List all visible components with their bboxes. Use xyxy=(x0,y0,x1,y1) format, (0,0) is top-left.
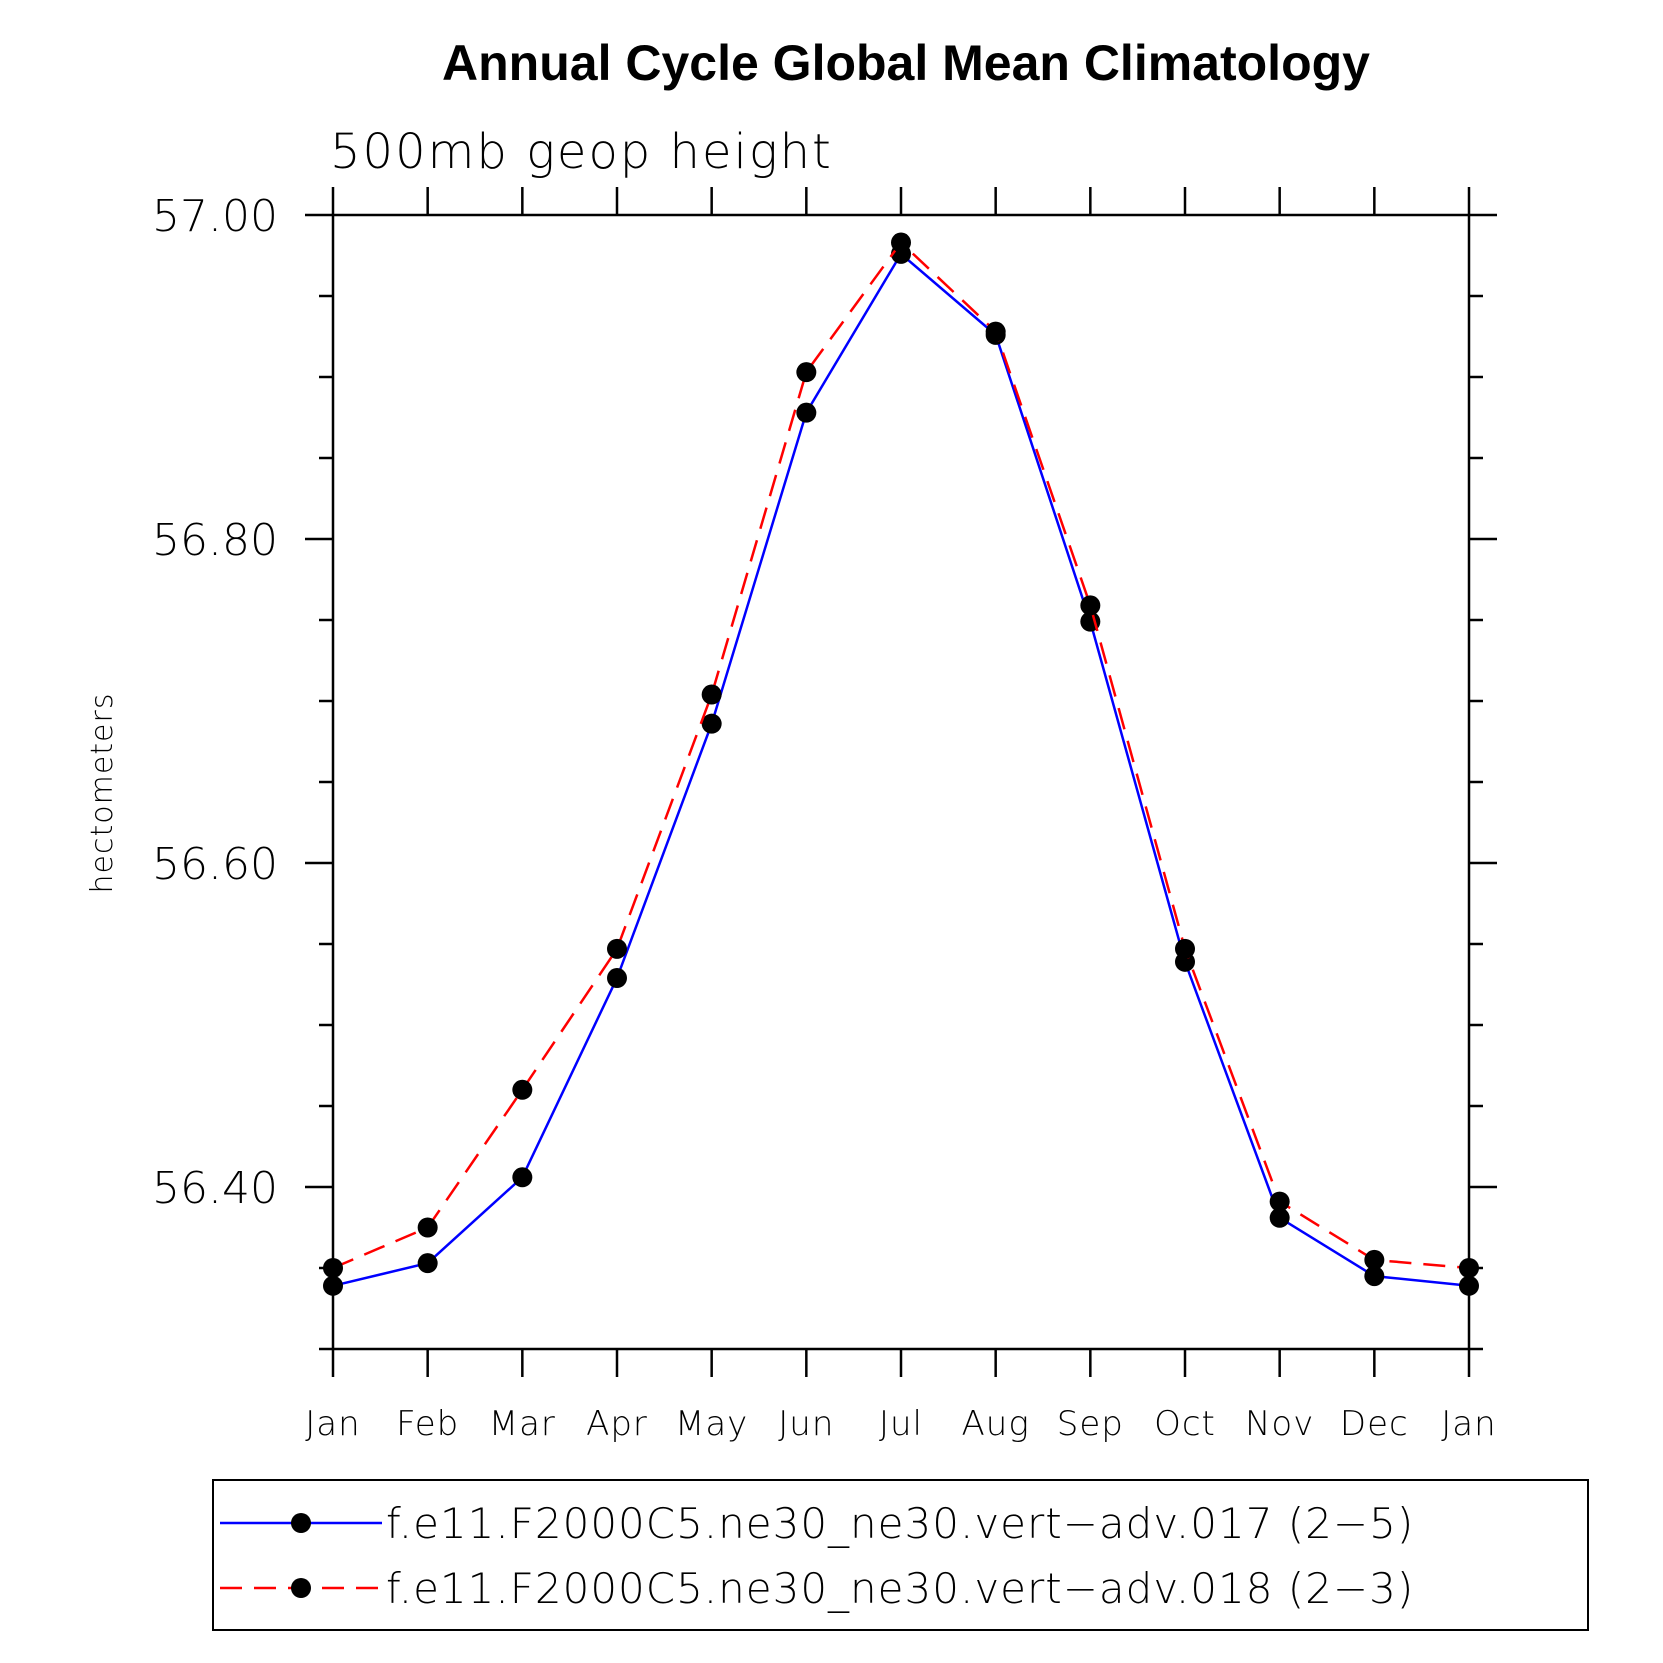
y-tick-label: 56.60 xyxy=(152,839,278,890)
data-point xyxy=(1269,1191,1290,1212)
x-tick-label: Jun xyxy=(778,1404,834,1444)
data-point xyxy=(417,1253,438,1274)
x-tick-label: Feb xyxy=(396,1404,459,1444)
data-point xyxy=(891,232,911,253)
y-axis: 57.00 56.80 56.60 56.40 xyxy=(152,191,1497,1351)
chart-title: Annual Cycle Global Mean Climatology xyxy=(442,35,1370,91)
y-tick-label: 56.40 xyxy=(152,1163,278,1214)
legend-box xyxy=(212,1479,1589,1631)
x-tick-label: Aug xyxy=(962,1404,1030,1444)
x-tick-label: Oct xyxy=(1154,1404,1216,1444)
data-point xyxy=(1269,1207,1290,1228)
data-point xyxy=(796,362,817,383)
data-point xyxy=(796,402,817,423)
data-point xyxy=(417,1217,438,1238)
x-tick-label: Nov xyxy=(1245,1404,1314,1444)
legend: f.e11.F2000C5.ne30_ne30.vert−adv.017 (2−… xyxy=(212,1479,1589,1631)
x-tick-label: Jul xyxy=(879,1404,923,1444)
legend-label-2: f.e11.F2000C5.ne30_ne30.vert−adv.018 (2−… xyxy=(386,1564,1414,1613)
y-axis-title: hectometers xyxy=(85,693,120,894)
data-point xyxy=(323,1275,343,1296)
data-point xyxy=(607,938,627,959)
x-tick-label: Jan xyxy=(305,1404,360,1444)
data-point xyxy=(1459,1258,1479,1278)
x-tick-label: May xyxy=(675,1404,748,1444)
data-point xyxy=(1080,595,1101,616)
x-tick-label: Dec xyxy=(1340,1404,1409,1444)
data-point xyxy=(701,713,722,734)
legend-marker-1 xyxy=(291,1513,311,1533)
legend-marker-2 xyxy=(291,1578,311,1598)
x-tick-label: Sep xyxy=(1057,1404,1124,1444)
data-point xyxy=(607,968,627,989)
legend-label-1: f.e11.F2000C5.ne30_ne30.vert−adv.017 (2−… xyxy=(386,1499,1414,1548)
x-tick-label: Apr xyxy=(586,1404,648,1444)
data-point xyxy=(512,1079,533,1100)
x-tick-label: Jan xyxy=(1441,1404,1496,1444)
data-point xyxy=(512,1167,533,1188)
data-point xyxy=(1459,1275,1479,1296)
data-point xyxy=(323,1258,343,1278)
data-point xyxy=(1175,938,1195,959)
x-axis: Jan Feb Mar Apr May Jun Jul Aug Sep Oct Nov Dec Jan xyxy=(305,187,1496,1444)
data-point xyxy=(701,684,722,705)
data-point xyxy=(1364,1266,1385,1287)
plot-series xyxy=(323,232,1479,1296)
data-point xyxy=(1364,1249,1385,1270)
x-tick-label: Mar xyxy=(489,1404,556,1444)
chart-subtitle: 500mb geop height xyxy=(330,124,833,180)
series-2 xyxy=(323,232,1479,1278)
data-point xyxy=(985,321,1006,342)
y-tick-label: 56.80 xyxy=(152,515,278,566)
y-tick-label: 57.00 xyxy=(152,191,278,242)
